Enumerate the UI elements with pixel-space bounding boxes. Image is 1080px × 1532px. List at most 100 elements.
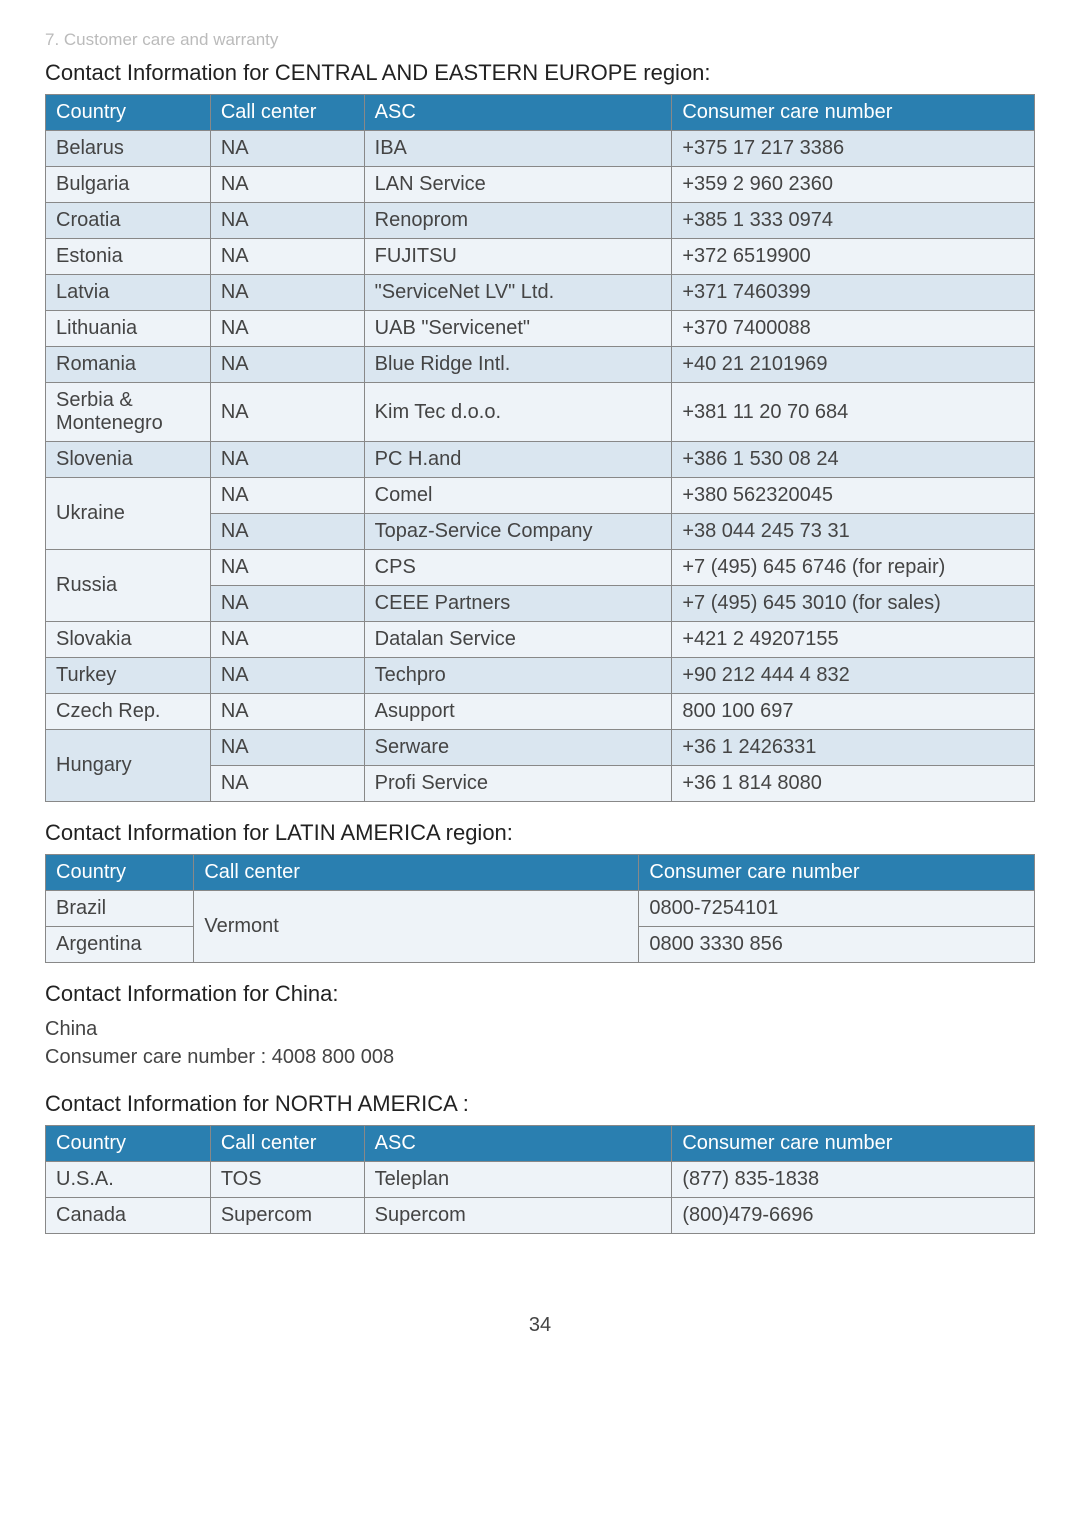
cee-callcenter-cell: NA [210,203,364,239]
table-row: CroatiaNARenoprom+385 1 333 0974 [46,203,1035,239]
cee-callcenter-cell: NA [210,730,364,766]
table-row: TurkeyNATechpro+90 212 444 4 832 [46,658,1035,694]
cee-callcenter-cell: NA [210,239,364,275]
cee-asc-cell: Techpro [364,658,672,694]
cee-callcenter-cell: NA [210,131,364,167]
table-row: Czech Rep.NAAsupport800 100 697 [46,694,1035,730]
cee-callcenter-cell: NA [210,311,364,347]
cee-asc-cell: IBA [364,131,672,167]
cee-phone-cell: +38 044 245 73 31 [672,514,1035,550]
table-row: SlovakiaNADatalan Service+421 2 49207155 [46,622,1035,658]
cee-asc-cell: LAN Service [364,167,672,203]
cee-title: Contact Information for CENTRAL AND EAST… [45,60,1035,86]
cee-country-cell: Lithuania [46,311,211,347]
cee-asc-cell: "ServiceNet LV" Ltd. [364,275,672,311]
cee-asc-cell: CEEE Partners [364,586,672,622]
table-row: HungaryNASerware+36 1 2426331 [46,730,1035,766]
latam-th-cc: Call center [194,855,639,891]
na-cc-1: Supercom [210,1198,364,1234]
cee-callcenter-cell: NA [210,383,364,442]
china-block: China Consumer care number : 4008 800 00… [45,1015,1035,1071]
latam-country-1: Argentina [46,927,194,963]
latam-phone-1: 0800 3330 856 [639,927,1035,963]
latam-th-country: Country [46,855,194,891]
cee-callcenter-cell: NA [210,347,364,383]
cee-asc-cell: PC H.and [364,442,672,478]
na-table: Country Call center ASC Consumer care nu… [45,1125,1035,1234]
latam-country-0: Brazil [46,891,194,927]
cee-asc-cell: Renoprom [364,203,672,239]
na-country-1: Canada [46,1198,211,1234]
table-row: LithuaniaNAUAB "Servicenet"+370 7400088 [46,311,1035,347]
cee-callcenter-cell: NA [210,167,364,203]
cee-asc-cell: FUJITSU [364,239,672,275]
cee-country-cell: Bulgaria [46,167,211,203]
china-line2: Consumer care number : 4008 800 008 [45,1046,394,1068]
latam-th-phone: Consumer care number [639,855,1035,891]
cee-asc-cell: UAB "Servicenet" [364,311,672,347]
table-row: Serbia & MontenegroNAKim Tec d.o.o.+381 … [46,383,1035,442]
cee-phone-cell: +385 1 333 0974 [672,203,1035,239]
latam-title: Contact Information for LATIN AMERICA re… [45,820,1035,846]
cee-callcenter-cell: NA [210,766,364,802]
cee-country-cell: Ukraine [46,478,211,550]
cee-table: Country Call center ASC Consumer care nu… [45,94,1035,802]
latam-phone-0: 0800-7254101 [639,891,1035,927]
table-row: RomaniaNABlue Ridge Intl.+40 21 2101969 [46,347,1035,383]
cee-phone-cell: +372 6519900 [672,239,1035,275]
cee-phone-cell: +421 2 49207155 [672,622,1035,658]
table-row: RussiaNACPS+7 (495) 645 6746 (for repair… [46,550,1035,586]
cee-country-cell: Serbia & Montenegro [46,383,211,442]
cee-phone-cell: +380 562320045 [672,478,1035,514]
cee-phone-cell: +386 1 530 08 24 [672,442,1035,478]
cee-callcenter-cell: NA [210,658,364,694]
cee-th-country: Country [46,95,211,131]
cee-country-cell: Estonia [46,239,211,275]
china-line1: China [45,1018,97,1040]
cee-phone-cell: +36 1 814 8080 [672,766,1035,802]
table-row: SloveniaNAPC H.and+386 1 530 08 24 [46,442,1035,478]
cee-country-cell: Croatia [46,203,211,239]
latam-table: Country Call center Consumer care number… [45,854,1035,963]
na-phone-1: (800)479-6696 [672,1198,1035,1234]
cee-country-cell: Slovenia [46,442,211,478]
cee-callcenter-cell: NA [210,550,364,586]
table-row: BelarusNAIBA+375 17 217 3386 [46,131,1035,167]
na-asc-1: Supercom [364,1198,672,1234]
cee-asc-cell: Kim Tec d.o.o. [364,383,672,442]
cee-country-cell: Romania [46,347,211,383]
cee-phone-cell: +90 212 444 4 832 [672,658,1035,694]
cee-asc-cell: Profi Service [364,766,672,802]
cee-phone-cell: +7 (495) 645 6746 (for repair) [672,550,1035,586]
china-title: Contact Information for China: [45,981,1035,1007]
cee-phone-cell: +381 11 20 70 684 [672,383,1035,442]
na-asc-0: Teleplan [364,1162,672,1198]
cee-phone-cell: +375 17 217 3386 [672,131,1035,167]
cee-callcenter-cell: NA [210,514,364,550]
table-row: LatviaNA"ServiceNet LV" Ltd.+371 7460399 [46,275,1035,311]
cee-callcenter-cell: NA [210,478,364,514]
cee-country-cell: Belarus [46,131,211,167]
na-th-cc: Call center [210,1126,364,1162]
cee-country-cell: Turkey [46,658,211,694]
cee-callcenter-cell: NA [210,586,364,622]
cee-callcenter-cell: NA [210,694,364,730]
cee-country-cell: Hungary [46,730,211,802]
cee-asc-cell: Topaz-Service Company [364,514,672,550]
page-number: 34 [45,1314,1035,1337]
cee-phone-cell: +359 2 960 2360 [672,167,1035,203]
cee-phone-cell: 800 100 697 [672,694,1035,730]
cee-th-phone: Consumer care number [672,95,1035,131]
cee-phone-cell: +40 21 2101969 [672,347,1035,383]
table-row: EstoniaNAFUJITSU+372 6519900 [46,239,1035,275]
na-th-country: Country [46,1126,211,1162]
cee-phone-cell: +371 7460399 [672,275,1035,311]
cee-country-cell: Latvia [46,275,211,311]
na-th-asc: ASC [364,1126,672,1162]
cee-th-cc: Call center [210,95,364,131]
cee-country-cell: Czech Rep. [46,694,211,730]
cee-country-cell: Russia [46,550,211,622]
cee-asc-cell: Blue Ridge Intl. [364,347,672,383]
breadcrumb: 7. Customer care and warranty [45,30,1035,50]
table-row: UkraineNAComel+380 562320045 [46,478,1035,514]
